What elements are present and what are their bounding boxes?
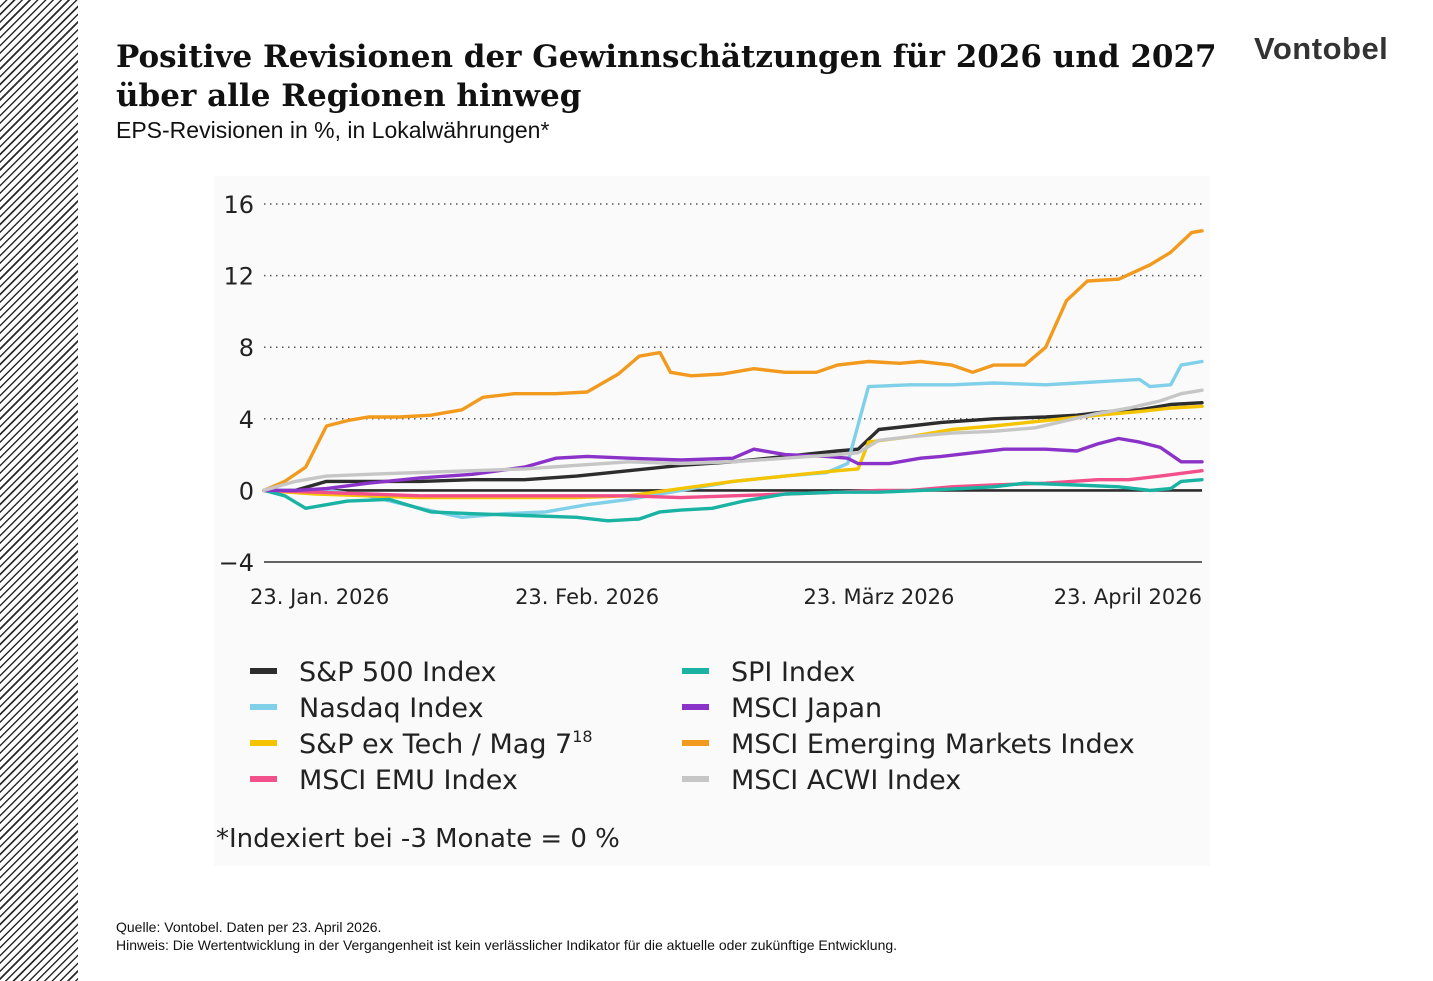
series-line-4 <box>262 478 1204 523</box>
legend-label: MSCI Emerging Markets Index <box>731 729 1135 760</box>
page-title: Positive Revisionen der Gewinnschätzunge… <box>116 39 1217 114</box>
series-line-0 <box>262 401 1204 493</box>
y-tick-label: 4 <box>239 406 254 434</box>
x-tick-label: 23. März 2026 <box>803 585 954 609</box>
source-line: Quelle: Vontobel. Daten per 23. April 20… <box>116 919 382 935</box>
y-tick-label: 0 <box>239 477 254 505</box>
disclaimer-line: Hinweis: Die Wertentwicklung in der Verg… <box>116 937 898 953</box>
page-subtitle: EPS-Revisionen in %, in Lokalwährungen* <box>116 117 550 143</box>
source-note: Quelle: Vontobel. Daten per 23. April 20… <box>116 918 897 954</box>
legend-label: MSCI Japan <box>731 693 882 724</box>
hatched-side-stripe <box>0 0 78 981</box>
x-tick-label: 23. April 2026 <box>1054 585 1202 609</box>
series-line-7 <box>262 388 1204 493</box>
legend-label: S&P ex Tech / Mag 718 <box>299 727 593 760</box>
chart-footnote: *Indexiert bei -3 Monate = 0 % <box>216 824 620 854</box>
chart-panel: 16 12 8 4 0 −4 23. Jan. 2026 23. Feb. 2026 23. … <box>214 176 1210 866</box>
legend-label: MSCI ACWI Index <box>731 765 961 796</box>
y-tick-label: 8 <box>239 334 254 362</box>
y-tick-label: −4 <box>219 549 254 577</box>
x-tick-label: 23. Jan. 2026 <box>250 585 389 609</box>
brand-logo: Vontobel <box>1254 31 1389 66</box>
x-axis-ticks: 23. Jan. 2026 23. Feb. 2026 23. März 2026 2… <box>250 585 1202 609</box>
legend-label: MSCI EMU Index <box>299 765 518 796</box>
y-tick-label: 12 <box>223 263 254 291</box>
grid-lines <box>264 203 1202 563</box>
y-tick-label: 16 <box>223 191 254 219</box>
legend-label: S&P 500 Index <box>299 657 497 688</box>
legend-label: SPI Index <box>731 657 855 688</box>
legend-label: Nasdaq Index <box>299 693 484 724</box>
series-lines <box>262 229 1204 523</box>
series-line-5 <box>262 436 1204 493</box>
x-tick-label: 23. Feb. 2026 <box>515 585 659 609</box>
series-line-6 <box>262 229 1204 493</box>
y-axis-ticks: 16 12 8 4 0 −4 <box>219 191 254 577</box>
